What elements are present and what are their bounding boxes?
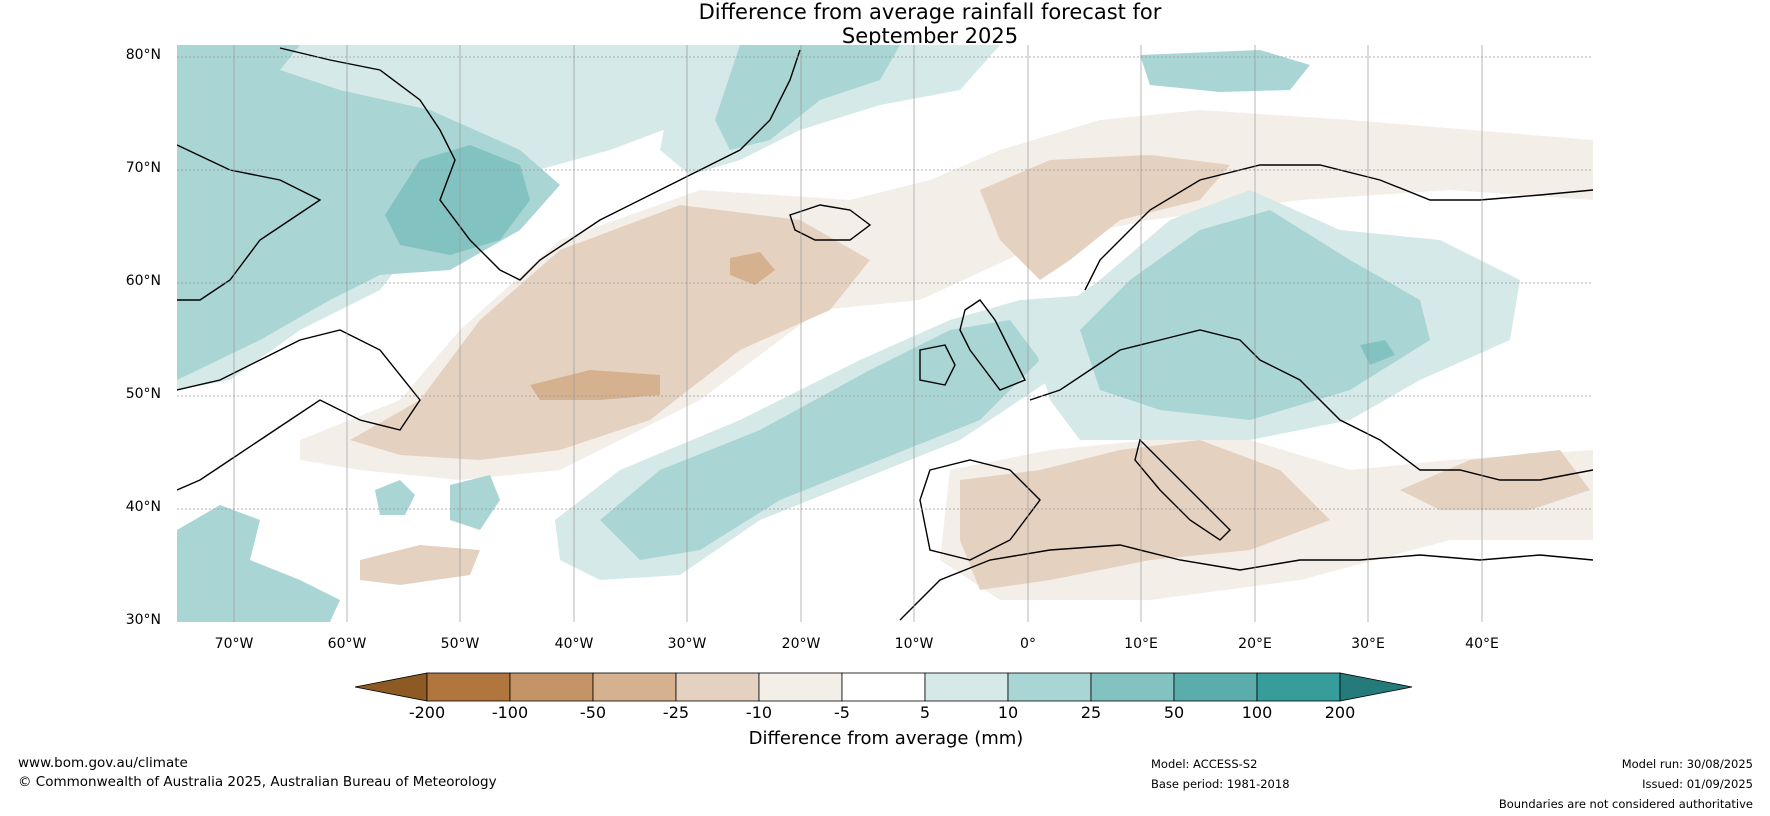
anomaly-region-brown-mid-turkey [1400, 450, 1590, 510]
colorbar-segment [758, 672, 843, 702]
latitude-gridlines [177, 56, 1593, 510]
lon-label-20e: 20°E [1238, 636, 1272, 652]
lat-label-40n: 40°N [125, 499, 161, 515]
anomaly-region-teal-spot-2 [450, 475, 500, 530]
coastline-baffin [177, 144, 322, 301]
map-area [177, 45, 1593, 622]
coastline-labrador [177, 329, 421, 491]
map-title: Difference from average rainfall forecas… [560, 0, 1300, 48]
lat-label-60n: 60°N [125, 273, 161, 289]
anomaly-region-brown-norway [980, 155, 1230, 280]
lon-label-60w: 60°W [327, 636, 367, 652]
longitude-gridlines [233, 45, 1483, 622]
colorbar-segment [675, 672, 760, 702]
colorbar-segment [509, 672, 594, 702]
colorbar [354, 672, 1413, 702]
anomaly-region-brown-southwest [360, 545, 480, 585]
colorbar-segment [1007, 672, 1092, 702]
anomaly-region-teal-spot-1 [375, 480, 415, 515]
lon-label-40e: 40°E [1465, 636, 1499, 652]
anomaly-region-teal-dark-greenland [385, 145, 530, 255]
lon-label-30w: 30°W [667, 636, 707, 652]
footer-model-run: Model run: 30/08/2025 [1621, 757, 1753, 771]
footer-base-period: Base period: 1981-2018 [1151, 777, 1290, 791]
colorbar-tick-label: -100 [491, 703, 529, 722]
colorbar-segment [924, 672, 1009, 702]
colorbar-tick-label: -200 [408, 703, 446, 722]
colorbar-tick-label: 10 [997, 703, 1019, 722]
anomaly-region-brown-mid-med [960, 440, 1330, 590]
title-line-2: September 2025 [841, 24, 1019, 48]
colorbar-segment [1256, 672, 1341, 702]
footer-model: Model: ACCESS-S2 [1151, 757, 1258, 771]
colorbar-tick-label: 5 [919, 703, 931, 722]
coastline-iberia [919, 459, 1041, 561]
lon-label-40w: 40°W [554, 636, 594, 652]
footer-copyright: © Commonwealth of Australia 2025, Austra… [18, 774, 497, 790]
colorbar-segment [592, 672, 677, 702]
anomaly-region-teal-mid-atlanticband [600, 320, 1040, 560]
anomaly-region-teal-svalbard [1140, 50, 1310, 92]
anomaly-region-brown-dark-atlantic [530, 370, 660, 400]
lon-label-20w: 20°W [781, 636, 821, 652]
lat-label-70n: 70°N [125, 160, 161, 176]
colorbar-tick-label: 25 [1080, 703, 1102, 722]
footer-url[interactable]: www.bom.gov.au/climate [18, 755, 188, 771]
colorbar-tick-label: -5 [834, 703, 850, 722]
coastline-britain [959, 299, 1026, 391]
footer-issued: Issued: 01/09/2025 [1642, 777, 1753, 791]
coastline-scandinavia [1084, 164, 1593, 291]
colorbar-arrow-low [354, 672, 428, 702]
footer-disclaimer: Boundaries are not considered authoritat… [1498, 797, 1753, 811]
colorbar-tick-label: -10 [745, 703, 773, 722]
colorbar-arrow-high [1339, 672, 1413, 702]
anomaly-region-teal-mid-northwest [177, 45, 560, 380]
title-line-1: Difference from average rainfall forecas… [698, 0, 1162, 24]
colorbar-segment [426, 672, 511, 702]
lon-label-30e: 30°E [1351, 636, 1385, 652]
colorbar-tick-label: -50 [579, 703, 607, 722]
lon-label-10e: 10°E [1124, 636, 1158, 652]
colorbar-tick-label: -25 [662, 703, 690, 722]
lon-label-70w: 70°W [214, 636, 254, 652]
coastlines [177, 47, 1593, 621]
coastline-north-africa [899, 544, 1593, 621]
coastline-continental-europe [1029, 329, 1593, 481]
coastline-ireland [919, 344, 956, 386]
coastline-italy [1134, 438, 1231, 541]
colorbar-segment [1090, 672, 1175, 702]
anomaly-region-teal-southwest [177, 505, 340, 622]
colorbar-tick-label: 200 [1324, 703, 1356, 722]
colorbar-tick-label: 50 [1163, 703, 1185, 722]
anomaly-region-teal-mid-eastgreenland [715, 45, 900, 150]
lon-label-10w: 10°W [894, 636, 934, 652]
anomaly-region-brown-dark-small [730, 252, 775, 285]
lat-label-50n: 50°N [125, 386, 161, 402]
anomaly-region-teal-dark-europe [1360, 340, 1395, 365]
lat-label-80n: 80°N [125, 47, 161, 63]
coastline-greenland [279, 47, 801, 281]
lon-label-50w: 50°W [440, 636, 480, 652]
coastline-iceland [789, 204, 872, 241]
colorbar-tick-label: 100 [1241, 703, 1273, 722]
colorbar-segment [1173, 672, 1258, 702]
colorbar-label: Difference from average (mm) [748, 728, 1024, 749]
lat-label-30n: 30°N [125, 612, 161, 628]
lon-label-0: 0° [1020, 636, 1036, 652]
colorbar-segment [841, 672, 926, 702]
